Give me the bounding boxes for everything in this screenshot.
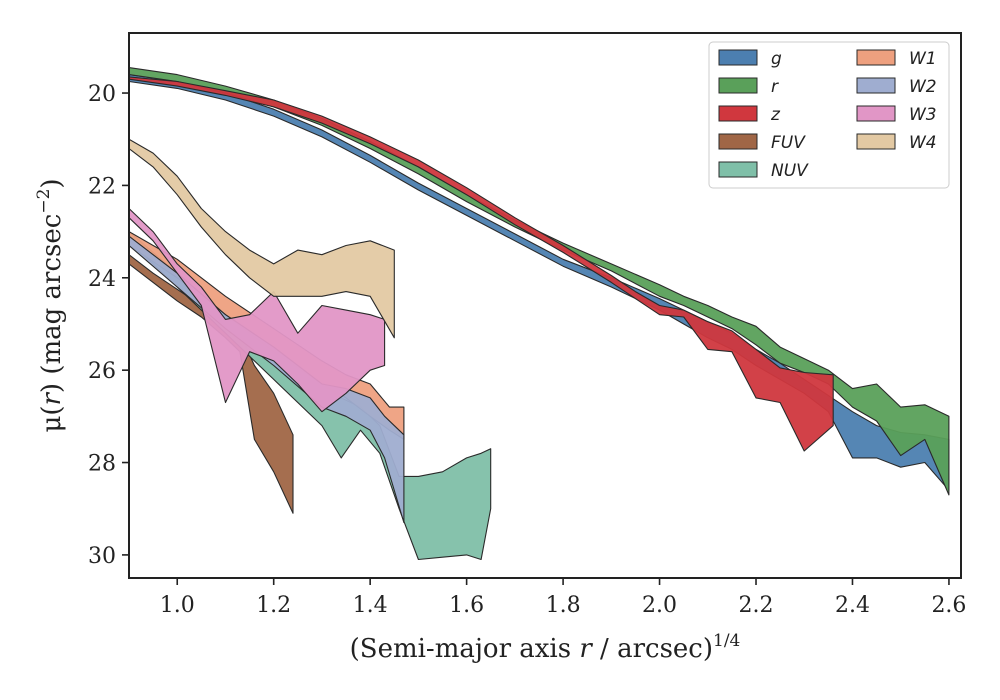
- legend-item-w1: W1: [856, 49, 937, 69]
- legend-label: W1: [909, 49, 937, 69]
- legend-swatch: [718, 161, 758, 178]
- legend-item-fuv: FUV: [718, 133, 806, 153]
- x-tick-label: 2.2: [739, 593, 774, 618]
- legend-swatch: [856, 49, 896, 66]
- x-axis-label: (Semi-major axis r / arcsec)1/4: [350, 631, 741, 664]
- x-tick-label: 1.2: [256, 593, 291, 618]
- y-axis: 20 22 24 26 28 30: [88, 82, 129, 569]
- legend-label: z: [770, 105, 781, 125]
- legend-label: FUV: [771, 133, 806, 153]
- band-w3: [129, 207, 386, 413]
- legend-swatch: [718, 133, 758, 150]
- y-tick-label: 24: [88, 267, 116, 292]
- legend-item-z: z: [718, 105, 781, 125]
- y-tick-label: 20: [88, 82, 116, 107]
- y-tick-label: 28: [88, 452, 116, 477]
- legend-swatch: [856, 105, 896, 122]
- y-axis-label: μ(r) (mag arcsec−2): [34, 178, 67, 432]
- legend-swatch: [718, 105, 758, 122]
- legend-swatch: [856, 133, 896, 150]
- legend-swatch: [856, 77, 896, 94]
- band-w4: [129, 138, 395, 339]
- y-tick-label: 30: [88, 544, 116, 569]
- legend-label: W3: [909, 105, 937, 125]
- x-tick-label: 2.6: [931, 593, 966, 618]
- plot-frame: [128, 32, 962, 579]
- x-axis: 1.0 1.2 1.4 1.6 1.8 2.0 2.2 2.4 2.6: [160, 578, 966, 618]
- legend-label: g: [771, 49, 782, 69]
- y-tick-label: 26: [88, 359, 116, 384]
- legend-item-nuv: NUV: [718, 161, 809, 181]
- legend-label: W2: [909, 77, 937, 97]
- legend: grz FUV NUV W1 W2 W3 W4: [708, 41, 950, 189]
- band-z: [129, 76, 834, 452]
- legend-label: W4: [909, 133, 937, 153]
- x-tick-label: 2.4: [835, 593, 870, 618]
- legend-item-g: g: [718, 49, 782, 69]
- legend-item-w4: W4: [856, 133, 937, 153]
- legend-item-w3: W3: [856, 105, 937, 125]
- x-tick-label: 1.4: [353, 593, 388, 618]
- legend-swatch: [718, 77, 758, 94]
- x-tick-label: 1.6: [449, 593, 484, 618]
- legend-label: NUV: [771, 161, 809, 181]
- bands-layer: [129, 67, 950, 561]
- legend-item-r: r: [718, 77, 779, 97]
- x-tick-label: 1.8: [546, 593, 581, 618]
- x-tick-label: 2.0: [642, 593, 677, 618]
- legend-item-w2: W2: [856, 77, 937, 97]
- y-tick-label: 22: [88, 174, 116, 199]
- legend-swatch: [718, 49, 758, 66]
- legend-label: r: [771, 77, 779, 97]
- x-tick-label: 1.0: [160, 593, 195, 618]
